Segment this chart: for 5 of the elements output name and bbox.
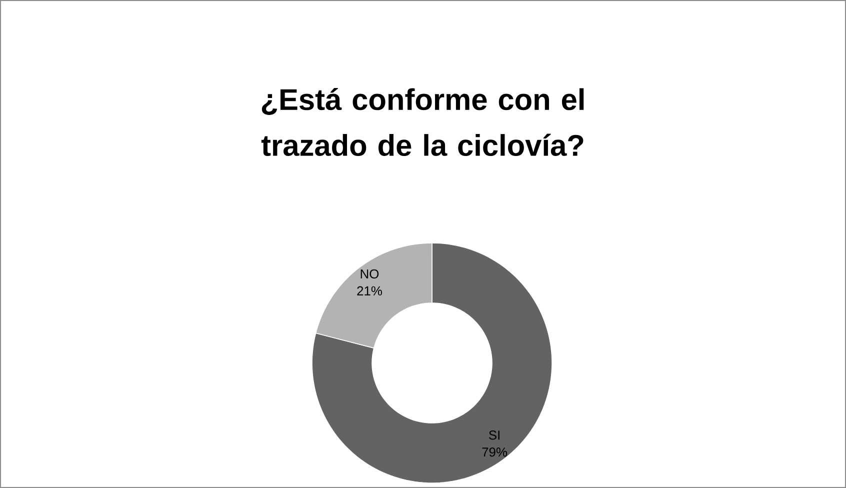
chart-title: ¿Está conforme con el trazado de la ciclovía?	[261, 88, 584, 156]
data-label: 79%	[482, 447, 508, 457]
data-label: 21%	[357, 286, 382, 296]
slice-label: NO	[360, 269, 379, 279]
slice-label: SI	[489, 430, 500, 440]
